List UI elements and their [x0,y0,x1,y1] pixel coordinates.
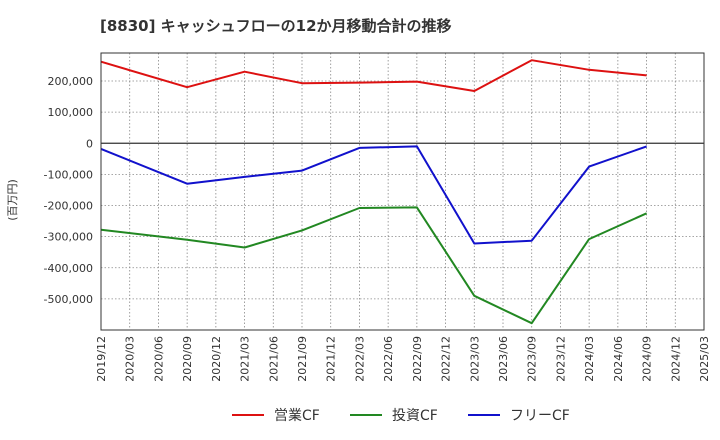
x-tick-label: 2024/06 [612,336,625,382]
y-axis-label: (百万円) [6,179,19,221]
x-tick-label: 2022/09 [411,336,424,382]
x-tick-label: 2021/06 [267,336,280,382]
y-tick-label: -500,000 [44,293,93,306]
y-tick-label: -200,000 [44,200,93,213]
x-tick-label: 2019/12 [95,336,108,382]
chart-title: [8830] キャッシュフローの12か月移動合計の推移 [100,17,452,35]
x-tick-label: 2021/09 [296,336,309,382]
x-tick-label: 2023/12 [554,336,567,382]
x-tick-label: 2024/09 [641,336,654,382]
x-tick-label: 2021/12 [325,336,338,382]
legend-label: フリーCF [510,408,570,424]
grid [101,53,704,330]
y-tick-label: -300,000 [44,231,93,244]
legend-label: 投資CF [392,408,438,424]
series-line [100,59,647,92]
x-tick-label: 2024/12 [669,336,682,382]
y-tick-label: 200,000 [48,75,94,88]
x-tick-label: 2025/03 [698,336,711,382]
y-tick-label: -400,000 [44,262,93,275]
series-line [100,145,647,245]
x-tick-label: 2022/03 [353,336,366,382]
series-lines [100,59,648,325]
x-tick-label: 2020/03 [124,336,137,382]
x-tick-label: 2023/03 [468,336,481,382]
x-tick-label: 2023/09 [526,336,539,382]
x-tick-label: 2020/12 [210,336,223,382]
x-tick-label: 2020/09 [181,336,194,382]
plot-frame [100,52,705,331]
y-tick-label: 100,000 [48,106,94,119]
x-tick-label: 2023/06 [497,336,510,382]
y-tick-label: -100,000 [44,168,93,181]
y-tick-label: 0 [86,137,93,150]
y-axis-ticks: 200,000 100,000 0 -100,000 -200,000 -300,000 -… [44,75,93,306]
x-tick-label: 2022/06 [382,336,395,382]
x-axis-ticks: 2019/12 2020/03 2020/06 2020/09 2020/12 2021/… [95,336,711,382]
x-tick-label: 2024/03 [583,336,596,382]
legend: 営業CF 投資CF フリーCF [232,408,570,424]
series-line [100,206,648,325]
x-tick-label: 2022/12 [440,336,453,382]
legend-label: 営業CF [274,408,320,424]
x-tick-label: 2021/03 [239,336,252,382]
x-tick-label: 2020/06 [152,336,165,382]
